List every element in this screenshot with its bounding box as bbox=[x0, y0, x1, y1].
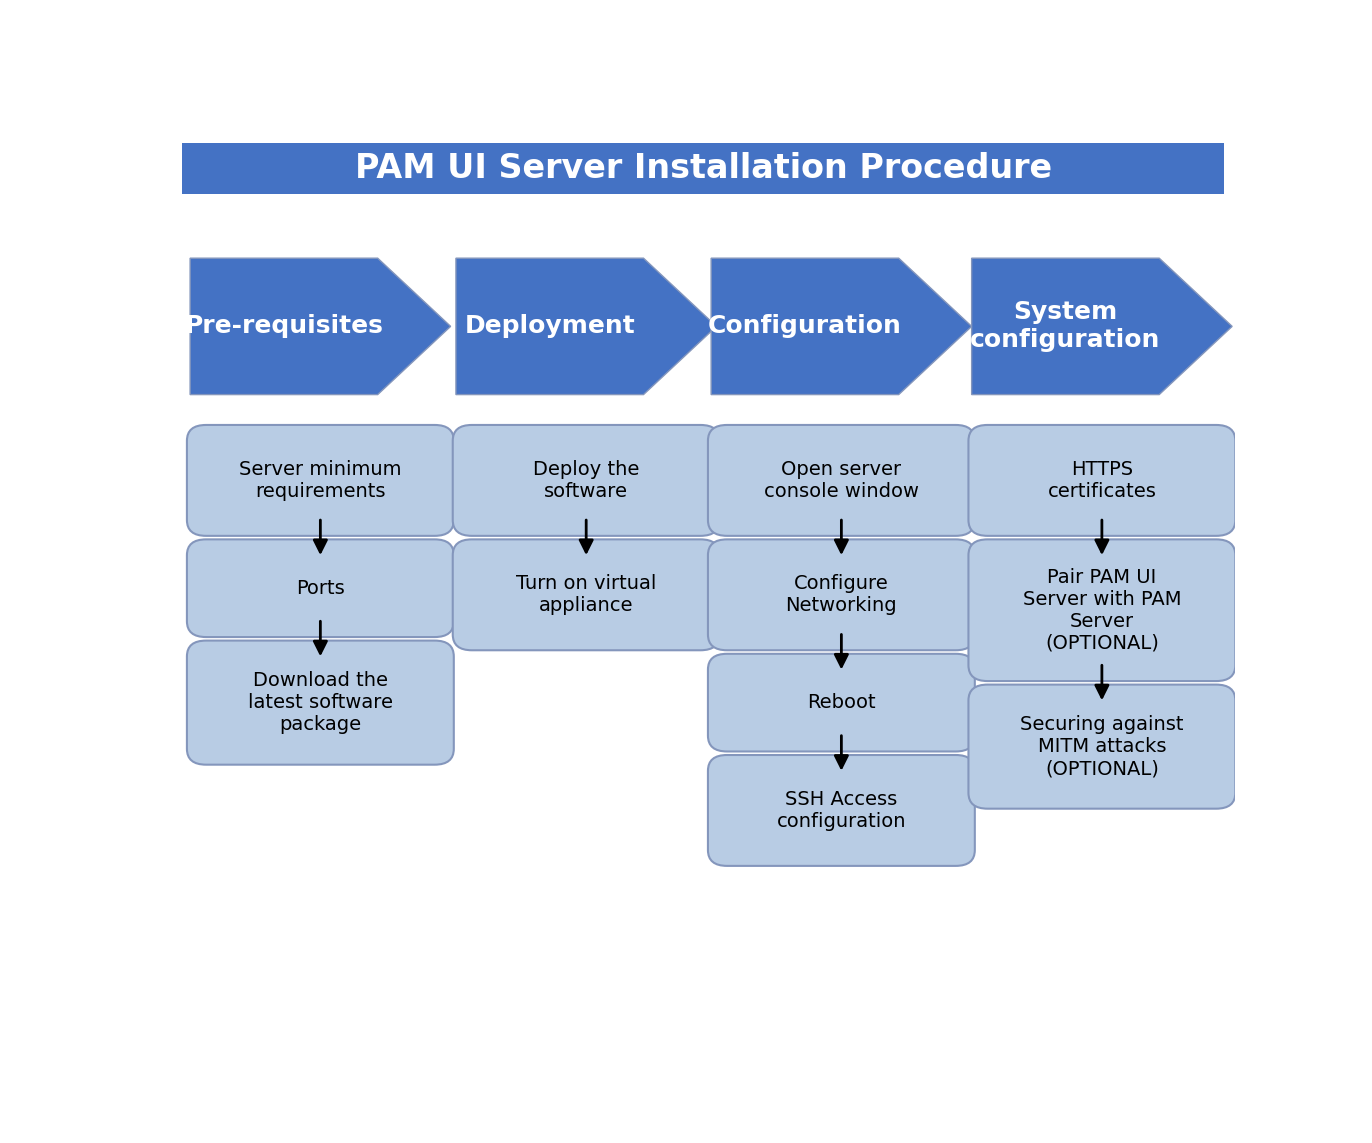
FancyBboxPatch shape bbox=[969, 539, 1235, 681]
Text: PAM UI Server Installation Procedure: PAM UI Server Installation Procedure bbox=[354, 152, 1052, 185]
FancyBboxPatch shape bbox=[969, 685, 1235, 809]
Text: System
configuration: System configuration bbox=[970, 301, 1161, 352]
FancyBboxPatch shape bbox=[182, 143, 1224, 194]
Polygon shape bbox=[456, 258, 716, 394]
Text: Securing against
MITM attacks
(OPTIONAL): Securing against MITM attacks (OPTIONAL) bbox=[1021, 716, 1184, 778]
FancyBboxPatch shape bbox=[708, 756, 975, 866]
Polygon shape bbox=[971, 258, 1232, 394]
FancyBboxPatch shape bbox=[708, 654, 975, 751]
FancyBboxPatch shape bbox=[187, 539, 454, 637]
FancyBboxPatch shape bbox=[969, 425, 1235, 536]
Text: Pre-requisites: Pre-requisites bbox=[184, 314, 383, 338]
Text: Deployment: Deployment bbox=[464, 314, 635, 338]
FancyBboxPatch shape bbox=[187, 640, 454, 765]
Text: Ports: Ports bbox=[296, 578, 344, 598]
Text: HTTPS
certificates: HTTPS certificates bbox=[1047, 459, 1157, 501]
FancyBboxPatch shape bbox=[708, 425, 975, 536]
Text: Reboot: Reboot bbox=[807, 693, 875, 712]
FancyBboxPatch shape bbox=[708, 539, 975, 650]
Polygon shape bbox=[191, 258, 450, 394]
Text: Download the
latest software
package: Download the latest software package bbox=[248, 671, 392, 734]
Text: Configuration: Configuration bbox=[708, 314, 901, 338]
Text: Deploy the
software: Deploy the software bbox=[532, 459, 639, 501]
Text: Pair PAM UI
Server with PAM
Server
(OPTIONAL): Pair PAM UI Server with PAM Server (OPTI… bbox=[1022, 568, 1181, 653]
FancyBboxPatch shape bbox=[453, 425, 720, 536]
Text: Server minimum
requirements: Server minimum requirements bbox=[239, 459, 402, 501]
FancyBboxPatch shape bbox=[453, 539, 720, 650]
Text: SSH Access
configuration: SSH Access configuration bbox=[777, 790, 906, 831]
Polygon shape bbox=[711, 258, 971, 394]
Text: Turn on virtual
appliance: Turn on virtual appliance bbox=[516, 574, 656, 615]
FancyBboxPatch shape bbox=[187, 425, 454, 536]
Text: Configure
Networking: Configure Networking bbox=[786, 574, 897, 615]
Text: Open server
console window: Open server console window bbox=[764, 459, 919, 501]
